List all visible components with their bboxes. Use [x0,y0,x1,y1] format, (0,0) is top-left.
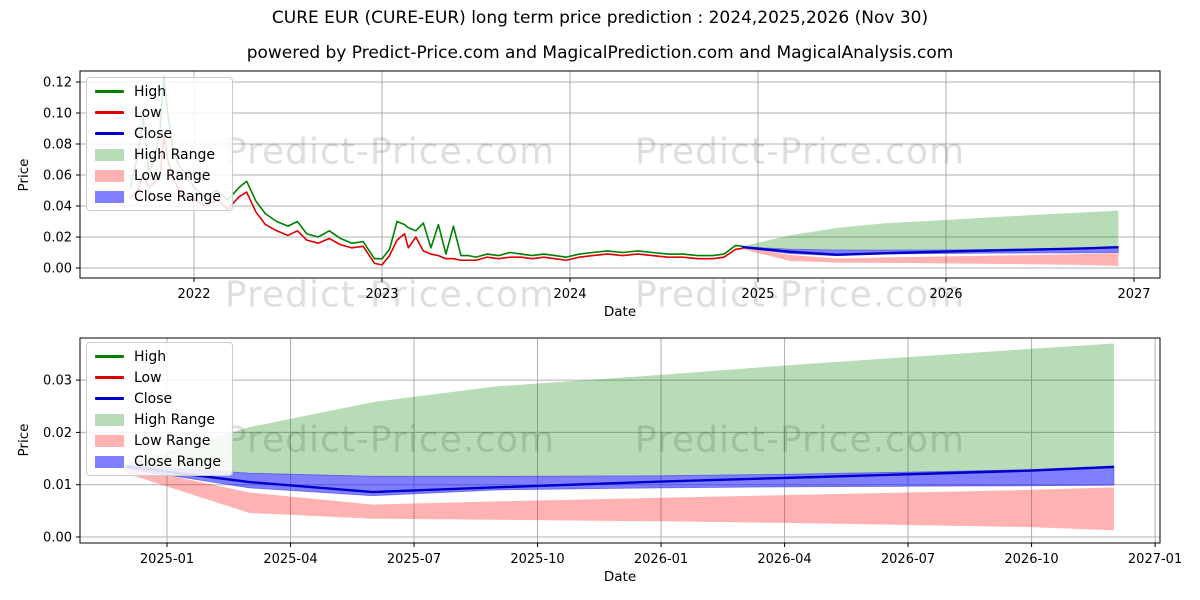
legend-swatch-low [95,376,124,379]
legend-swatch-close-range [95,190,124,203]
high-range-band [125,343,1114,477]
legend-item: High Range [95,144,221,165]
y-tick-label: 0.01 [43,478,72,493]
legend-swatch-high [95,90,124,93]
legend-item: Low [95,367,221,388]
low-range-band [742,247,1119,266]
low-range-band [125,466,1114,531]
bottom-chart-legend: High Low Close High Range Low Range Close Ran… [86,342,233,476]
x-tick-label: 2026-07 [881,552,935,567]
x-tick-label: 2025 [741,287,774,302]
legend-item: High [95,346,221,367]
x-tick-label: 2026-10 [1004,552,1058,567]
legend-item: Low Range [95,430,221,451]
legend-label: High Range [134,411,215,428]
legend-swatch-high [95,355,124,358]
legend-swatch-high-range [95,148,124,161]
x-tick-label: 2026 [929,287,962,302]
legend-swatch-close [95,132,124,135]
legend-label: Close Range [134,453,221,470]
legend-swatch-low [95,111,124,114]
top-chart-xlabel: Date [603,304,637,320]
x-tick-label: 2027 [1117,287,1150,302]
legend-label: Low Range [134,167,211,184]
legend-swatch-high-range [95,413,124,426]
x-tick-label: 2023 [365,287,398,302]
y-tick-label: 0.12 [43,76,72,91]
legend-item: High [95,81,221,102]
y-tick-label: 0.00 [43,531,72,546]
legend-item: Low [95,102,221,123]
x-tick-label: 2024 [553,287,586,302]
legend-swatch-close-range [95,455,124,468]
y-tick-label: 0.02 [43,231,72,246]
y-tick-label: 0.08 [43,138,72,153]
bottom-chart-ylabel: Price [16,423,32,457]
legend-swatch-close [95,397,124,400]
bottom-chart-xlabel: Date [603,569,637,585]
legend-item: Close Range [95,451,221,472]
y-tick-label: 0.04 [43,200,72,215]
y-tick-label: 0.00 [43,262,72,277]
y-tick-label: 0.06 [43,169,72,184]
y-tick-label: 0.10 [43,107,72,122]
legend-item: Close Range [95,186,221,207]
legend-swatch-low-range [95,434,124,447]
x-tick-label: 2025-07 [387,552,441,567]
x-tick-label: 2025-10 [510,552,564,567]
legend-label: High [134,348,167,365]
x-tick-label: 2025-04 [263,552,317,567]
close-line [742,245,1119,256]
top-chart-legend: High Low Close High Range Low Range Close Ran… [86,77,233,211]
legend-item: High Range [95,409,221,430]
legend-label: Close [134,390,173,407]
top-chart-ylabel: Price [16,158,32,192]
legend-item: Close [95,388,221,409]
legend-item: Low Range [95,165,221,186]
legend-label: Close [134,125,173,142]
legend-label: Low Range [134,432,211,449]
x-tick-label: 2027-01 [1128,552,1182,567]
high-range-band [742,210,1119,251]
legend-item: Close [95,123,221,144]
axes-spines [79,337,1161,544]
legend-label: Low [134,104,162,121]
legend-swatch-low-range [95,169,124,182]
close-range-band [125,464,1115,497]
close-line [125,465,1114,494]
x-tick-label: 2026-04 [757,552,811,567]
legend-label: Low [134,369,162,386]
legend-label: High Range [134,146,215,163]
x-tick-label: 2022 [177,287,210,302]
y-tick-label: 0.02 [43,426,72,441]
legend-label: High [134,83,167,100]
legend-label: Close Range [134,188,221,205]
x-tick-label: 2025-01 [140,552,194,567]
chart-subtitle: powered by Predict-Price.com and Magical… [246,43,954,63]
y-tick-label: 0.03 [43,374,72,389]
chart-title: CURE EUR (CURE-EUR) long term price pred… [271,8,929,28]
x-tick-label: 2026-01 [634,552,688,567]
